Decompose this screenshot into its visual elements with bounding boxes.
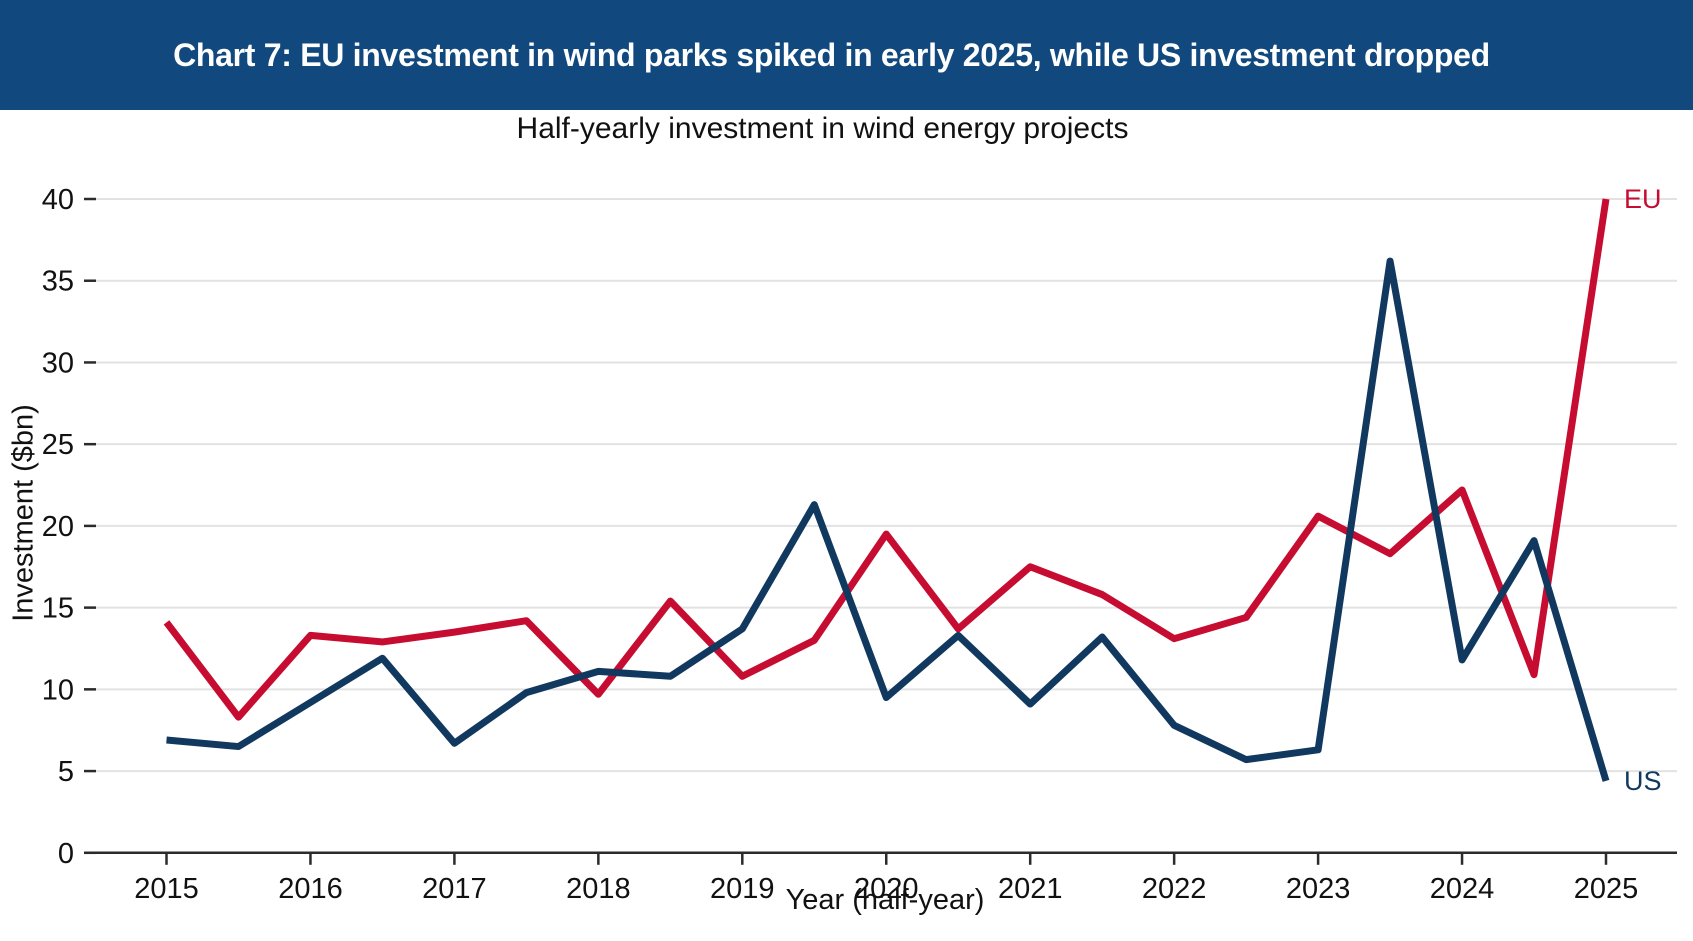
y-tick-label: 35 [42,266,74,298]
y-tick-label: 0 [58,838,74,870]
x-axis-title: Year (half-year) [785,884,985,916]
y-tick-label: 10 [42,674,74,706]
y-axis-title: Investment ($bn) [7,404,40,622]
x-tick-label: 2018 [566,873,631,905]
x-tick-label: 2023 [1286,873,1351,905]
chart-title: Chart 7: EU investment in wind parks spi… [173,36,1490,73]
eu-series-label: EU [1624,184,1662,214]
us-series-label: US [1624,766,1662,796]
x-tick-label: 2024 [1430,873,1495,905]
x-tick-label: 2025 [1574,873,1639,905]
x-tick-label: 2020 [854,873,919,905]
x-tick-label: 2016 [278,873,343,905]
header-band: Chart 7: EU investment in wind parks spi… [0,0,1693,110]
chart-subtitle: Half-yearly investment in wind energy pr… [516,112,1129,145]
us-line [166,257,1610,782]
y-tick-label: 5 [58,756,74,788]
y-tick-label: 15 [42,593,74,625]
x-tick-label: 2022 [1142,873,1207,905]
x-tick-label: 2019 [710,873,775,905]
y-tick-label: 25 [42,429,74,461]
x-tick-label: 2015 [134,873,199,905]
y-tick-label: 20 [42,511,74,543]
y-tick-label: 40 [42,184,74,216]
eu-line [163,198,1610,721]
x-tick-label: 2017 [422,873,487,905]
y-tick-label: 30 [42,347,74,379]
x-tick-label: 2021 [998,873,1063,905]
